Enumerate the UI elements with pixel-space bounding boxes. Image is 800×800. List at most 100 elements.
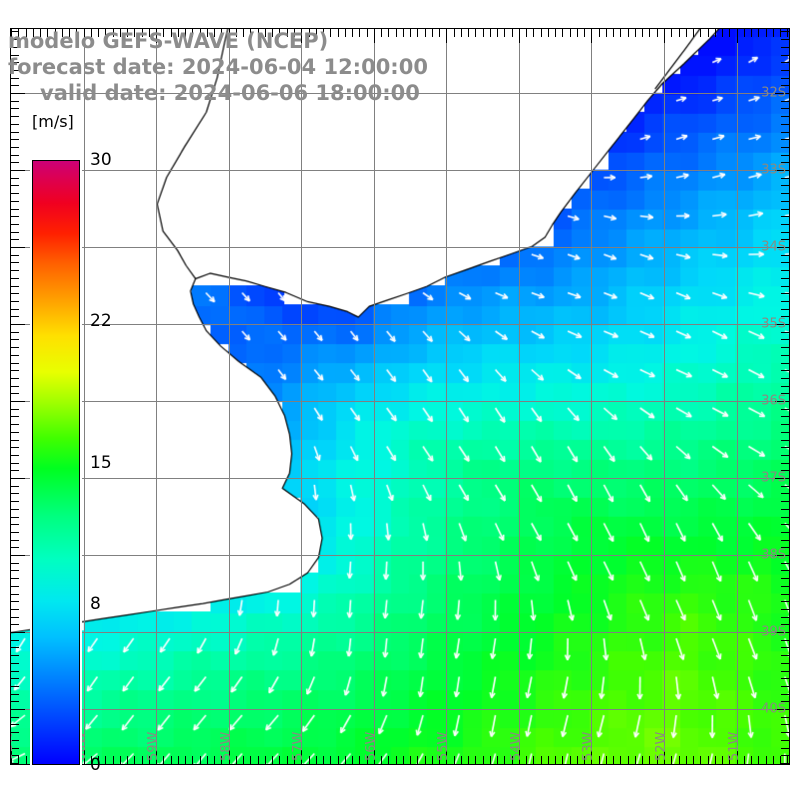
gridline-meridian bbox=[156, 29, 158, 764]
axis-tick-minor bbox=[199, 29, 201, 37]
gridline-parallel bbox=[11, 555, 789, 556]
axis-tick-minor bbox=[366, 756, 368, 764]
axis-tick-minor bbox=[781, 185, 789, 187]
axis-tick-minor bbox=[781, 585, 789, 587]
axis-tick-minor bbox=[11, 208, 19, 210]
axis-tick-minor bbox=[323, 29, 324, 37]
axis-tick-minor bbox=[221, 29, 223, 37]
axis-tick-minor bbox=[787, 756, 789, 764]
axis-tick-minor bbox=[693, 29, 694, 37]
axis-tick-minor bbox=[781, 262, 789, 264]
axis-tick-minor bbox=[11, 331, 19, 333]
axis-tick-major bbox=[11, 750, 12, 764]
axis-tick-minor bbox=[11, 447, 19, 449]
axis-tick-minor bbox=[460, 756, 462, 764]
axis-tick-minor bbox=[781, 639, 789, 641]
axis-tick-minor bbox=[781, 716, 789, 718]
axis-tick-minor bbox=[780, 29, 781, 37]
axis-tick-minor bbox=[127, 756, 129, 764]
axis-tick-minor bbox=[781, 139, 789, 141]
axis-tick-minor bbox=[11, 670, 19, 672]
axis-tick-minor bbox=[781, 485, 789, 487]
axis-tick-major bbox=[83, 29, 85, 43]
latitude-tick-label: 40S bbox=[761, 701, 786, 717]
axis-tick-minor bbox=[758, 29, 760, 37]
colorbar-tick-label: 30 bbox=[90, 150, 112, 170]
axis-tick-minor bbox=[11, 139, 19, 141]
axis-tick-minor bbox=[235, 29, 237, 37]
axis-tick-minor bbox=[781, 462, 789, 464]
axis-tick-minor bbox=[781, 354, 789, 356]
axis-tick-minor bbox=[781, 578, 789, 580]
axis-tick-minor bbox=[11, 316, 19, 318]
axis-tick-minor bbox=[714, 29, 716, 37]
axis-tick-minor bbox=[781, 693, 789, 695]
latitude-tick-label: 35S bbox=[761, 316, 786, 332]
axis-tick-major bbox=[591, 750, 593, 764]
axis-tick-minor bbox=[468, 756, 470, 764]
axis-tick-minor bbox=[344, 756, 346, 764]
axis-tick-minor bbox=[11, 54, 19, 56]
axis-tick-minor bbox=[286, 756, 288, 764]
latitude-tick-label: 36S bbox=[761, 393, 786, 409]
axis-tick-minor bbox=[781, 31, 789, 33]
axis-tick-minor bbox=[475, 29, 477, 37]
axis-tick-minor bbox=[90, 29, 92, 37]
axis-tick-minor bbox=[533, 756, 535, 764]
axis-tick-minor bbox=[381, 756, 382, 764]
gridline-meridian bbox=[228, 29, 230, 764]
axis-tick-major bbox=[663, 29, 665, 43]
axis-tick-minor bbox=[482, 756, 484, 764]
axis-tick-minor bbox=[781, 285, 789, 287]
axis-tick-minor bbox=[431, 29, 433, 37]
axis-tick-minor bbox=[781, 177, 789, 179]
axis-tick-minor bbox=[11, 77, 19, 79]
axis-tick-minor bbox=[613, 29, 615, 37]
axis-tick-minor bbox=[707, 29, 709, 37]
axis-tick-minor bbox=[32, 29, 34, 37]
axis-tick-minor bbox=[11, 177, 19, 179]
axis-tick-major bbox=[11, 401, 25, 402]
axis-tick-minor bbox=[11, 493, 19, 495]
axis-tick-minor bbox=[11, 601, 19, 603]
gridline-parallel bbox=[11, 478, 789, 479]
axis-tick-minor bbox=[781, 539, 789, 541]
axis-tick-minor bbox=[11, 616, 19, 618]
axis-tick-minor bbox=[781, 54, 789, 56]
axis-tick-minor bbox=[743, 29, 745, 37]
axis-tick-minor bbox=[576, 756, 578, 764]
axis-tick-minor bbox=[781, 501, 789, 503]
axis-tick-minor bbox=[395, 29, 397, 37]
axis-tick-minor bbox=[402, 29, 404, 37]
axis-tick-minor bbox=[511, 756, 513, 764]
axis-tick-minor bbox=[511, 29, 513, 37]
latitude-tick-label: 34S bbox=[761, 239, 786, 255]
gridline-meridian bbox=[736, 29, 738, 764]
colorbar-tick-label: 22 bbox=[90, 311, 112, 332]
axis-tick-minor bbox=[214, 29, 216, 37]
axis-tick-minor bbox=[11, 46, 19, 48]
axis-tick-minor bbox=[11, 593, 19, 595]
gridline-parallel bbox=[11, 709, 789, 710]
axis-tick-minor bbox=[323, 756, 324, 764]
axis-tick-minor bbox=[547, 29, 549, 37]
axis-tick-minor bbox=[11, 454, 19, 456]
axis-tick-minor bbox=[781, 470, 789, 472]
axis-tick-major bbox=[228, 29, 230, 43]
longitude-tick-label: 55W bbox=[436, 731, 452, 761]
axis-tick-major bbox=[156, 750, 158, 764]
axis-tick-minor bbox=[11, 100, 19, 102]
axis-tick-minor bbox=[337, 29, 339, 37]
axis-tick-minor bbox=[11, 608, 19, 610]
gridline-meridian bbox=[301, 29, 303, 764]
axis-tick-minor bbox=[772, 756, 774, 764]
axis-tick-minor bbox=[11, 293, 19, 295]
axis-tick-minor bbox=[11, 747, 19, 749]
axis-tick-major bbox=[11, 247, 25, 248]
axis-tick-minor bbox=[11, 185, 19, 187]
axis-tick-minor bbox=[781, 524, 789, 526]
axis-tick-minor bbox=[90, 756, 92, 764]
axis-tick-minor bbox=[272, 29, 274, 37]
axis-tick-minor bbox=[613, 756, 615, 764]
axis-tick-minor bbox=[781, 616, 789, 618]
